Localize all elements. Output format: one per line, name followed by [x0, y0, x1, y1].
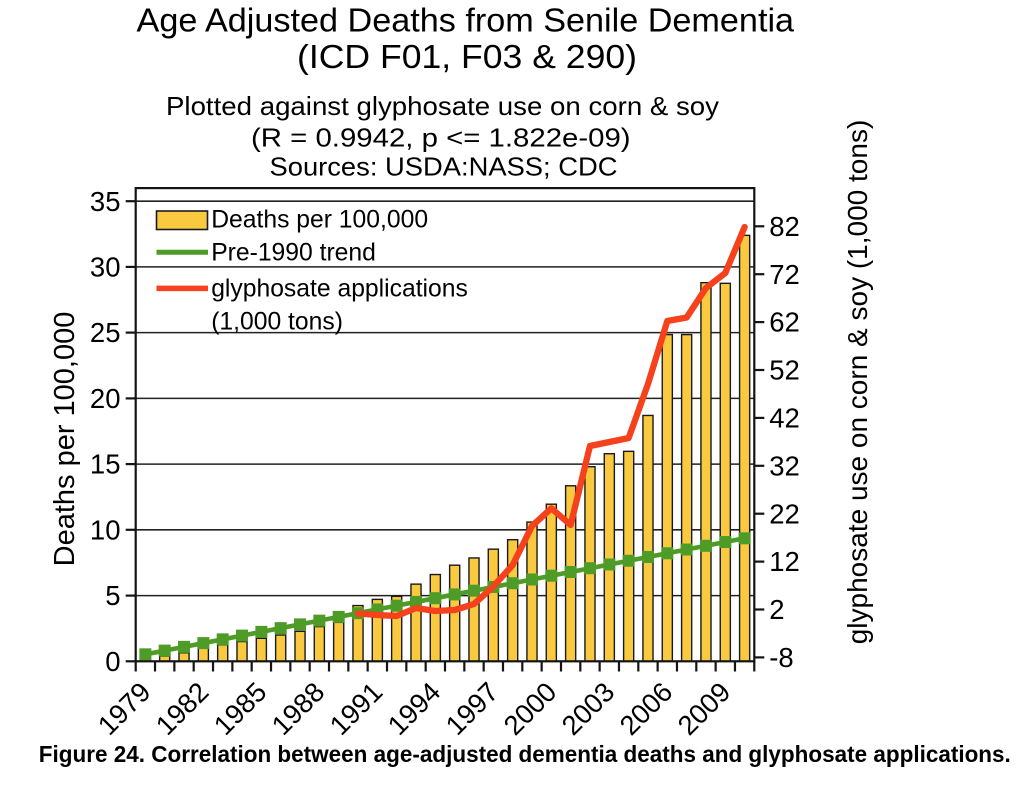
- svg-text:Deaths per 100,000: Deaths per 100,000: [211, 207, 428, 234]
- svg-text:(ICD F01, F03 & 290): (ICD F01, F03 & 290): [297, 38, 637, 75]
- svg-text:2: 2: [769, 594, 784, 625]
- svg-text:Sources: USDA:NASS; CDC: Sources: USDA:NASS; CDC: [270, 151, 618, 181]
- svg-text:22: 22: [769, 498, 800, 529]
- svg-text:30: 30: [90, 252, 121, 283]
- svg-text:-8: -8: [769, 642, 793, 673]
- svg-text:Age Adjusted Deaths from Senil: Age Adjusted Deaths from Senile Dementia: [137, 1, 795, 38]
- svg-text:82: 82: [769, 211, 800, 242]
- svg-text:72: 72: [769, 259, 800, 290]
- svg-text:Deaths per 100,000: Deaths per 100,000: [49, 312, 81, 567]
- svg-text:Plotted against glyphosate use: Plotted against glyphosate use on corn &…: [166, 91, 719, 121]
- svg-text:62: 62: [769, 307, 800, 338]
- svg-text:(1,000 tons): (1,000 tons): [211, 308, 343, 335]
- svg-text:glyphosate use on corn & soy (: glyphosate use on corn & soy (1,000 tons…: [842, 120, 873, 645]
- svg-text:5: 5: [105, 580, 120, 611]
- svg-text:Figure 24. Correlation between: Figure 24. Correlation between age-adjus…: [39, 741, 1011, 767]
- svg-text:52: 52: [769, 355, 800, 386]
- svg-text:35: 35: [90, 186, 121, 217]
- svg-text:10: 10: [90, 514, 121, 545]
- svg-text:20: 20: [90, 383, 121, 414]
- svg-text:(R = 0.9942, p <= 1.822e-09): (R = 0.9942, p <= 1.822e-09): [251, 123, 631, 153]
- svg-text:42: 42: [769, 403, 800, 434]
- svg-text:0: 0: [105, 646, 120, 677]
- svg-text:25: 25: [90, 317, 121, 348]
- svg-text:15: 15: [90, 449, 121, 480]
- svg-text:glyphosate applications: glyphosate applications: [211, 275, 468, 302]
- svg-text:Pre-1990 trend: Pre-1990 trend: [211, 240, 376, 267]
- svg-text:12: 12: [769, 546, 800, 577]
- svg-text:32: 32: [769, 450, 800, 481]
